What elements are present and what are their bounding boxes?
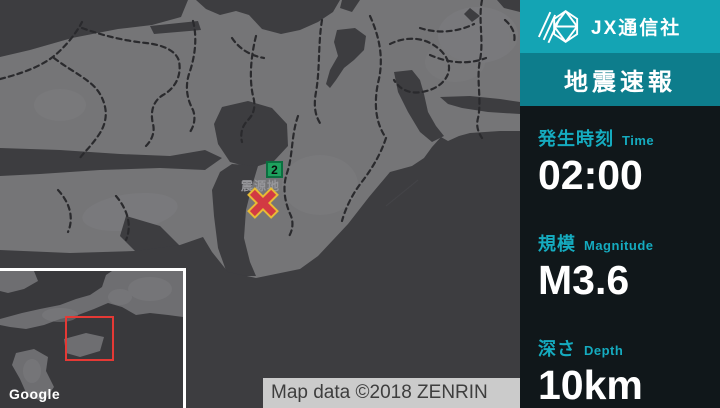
map-attribution: Map data ©2018 ZENRIN (263, 378, 520, 408)
brand-name: JX通信社 (591, 18, 682, 39)
depth-row: 深さ Depth 10km (538, 335, 720, 407)
magnitude-row: 規模 Magnitude M3.6 (538, 230, 720, 302)
inset-terrain (23, 277, 172, 383)
time-value: 02:00 (538, 152, 643, 198)
brand-header: JX通信社 (520, 0, 720, 53)
google-logo[interactable]: Google (9, 386, 61, 402)
depth-label-en: Depth (584, 343, 624, 359)
inset-canvas (0, 271, 183, 408)
magnitude-label-en: Magnitude (584, 238, 654, 254)
map[interactable]: 震源地 2 (0, 0, 520, 408)
time-row: 発生時刻 Time 02:00 (538, 125, 720, 197)
alert-title-banner: 地震速報 (520, 53, 720, 106)
time-label-en: Time (622, 133, 655, 148)
prefecture-borders (0, 0, 516, 242)
magnitude-label-ja: 規模 (538, 234, 576, 255)
depth-label-ja: 深さ (538, 339, 576, 360)
time-label-ja: 発生時刻 (538, 129, 614, 149)
route-line (385, 179, 419, 207)
region-highlight-rect (65, 316, 114, 361)
overview-inset-map: Google (0, 268, 186, 408)
depth-value: 10km (538, 362, 643, 408)
epicenter-x-icon (247, 187, 279, 219)
magnitude-value: M3.6 (538, 257, 630, 304)
jx-logo-icon (538, 10, 579, 44)
intensity-badge: 2 (266, 161, 283, 178)
alert-info-panel: 発生時刻 Time 02:00 規模 Magnitude M3.6 深さ Dep… (520, 106, 720, 407)
alert-sidebar: JX通信社 地震速報 発生時刻 Time 02:00 規模 Magnitude … (520, 0, 720, 408)
